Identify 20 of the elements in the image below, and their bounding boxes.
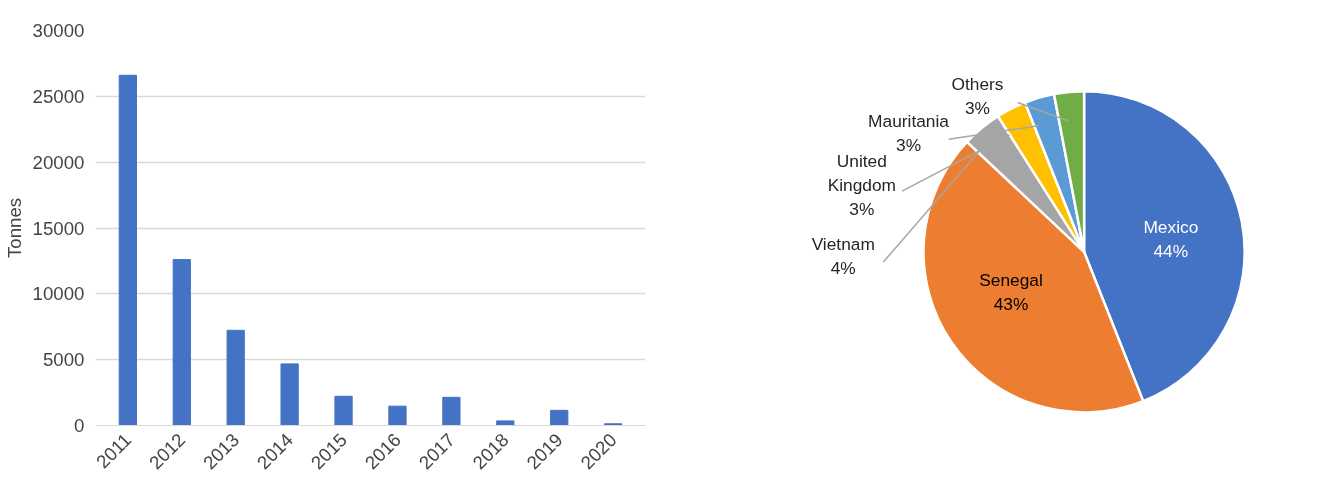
- y-tick-label: 10000: [32, 283, 85, 305]
- y-axis-title: Tonnes: [3, 197, 25, 259]
- data-label: 4%: [830, 257, 856, 278]
- y-tick-label: 25000: [32, 85, 85, 107]
- slice-label: Senegal: [979, 269, 1043, 290]
- data-label: 3%: [896, 134, 922, 155]
- y-tick-label: 0: [74, 415, 85, 436]
- y-tick-label: 30000: [32, 20, 85, 41]
- y-tick-label: 5000: [43, 349, 85, 371]
- slice-label: Others: [951, 74, 1004, 95]
- data-label: 44%: [1153, 240, 1189, 261]
- data-label: 43%: [993, 293, 1029, 314]
- y-tick-label: 20000: [32, 151, 85, 173]
- data-label: 3%: [964, 98, 991, 119]
- data-label: 3%: [849, 198, 875, 219]
- y-tick-label: 15000: [32, 217, 85, 239]
- slice-label: United Kingdom: [827, 150, 897, 195]
- slice-label: Mauritania: [868, 110, 950, 131]
- slice-label: Vietnam: [811, 233, 875, 254]
- slice-label: Mexico: [1143, 216, 1199, 237]
